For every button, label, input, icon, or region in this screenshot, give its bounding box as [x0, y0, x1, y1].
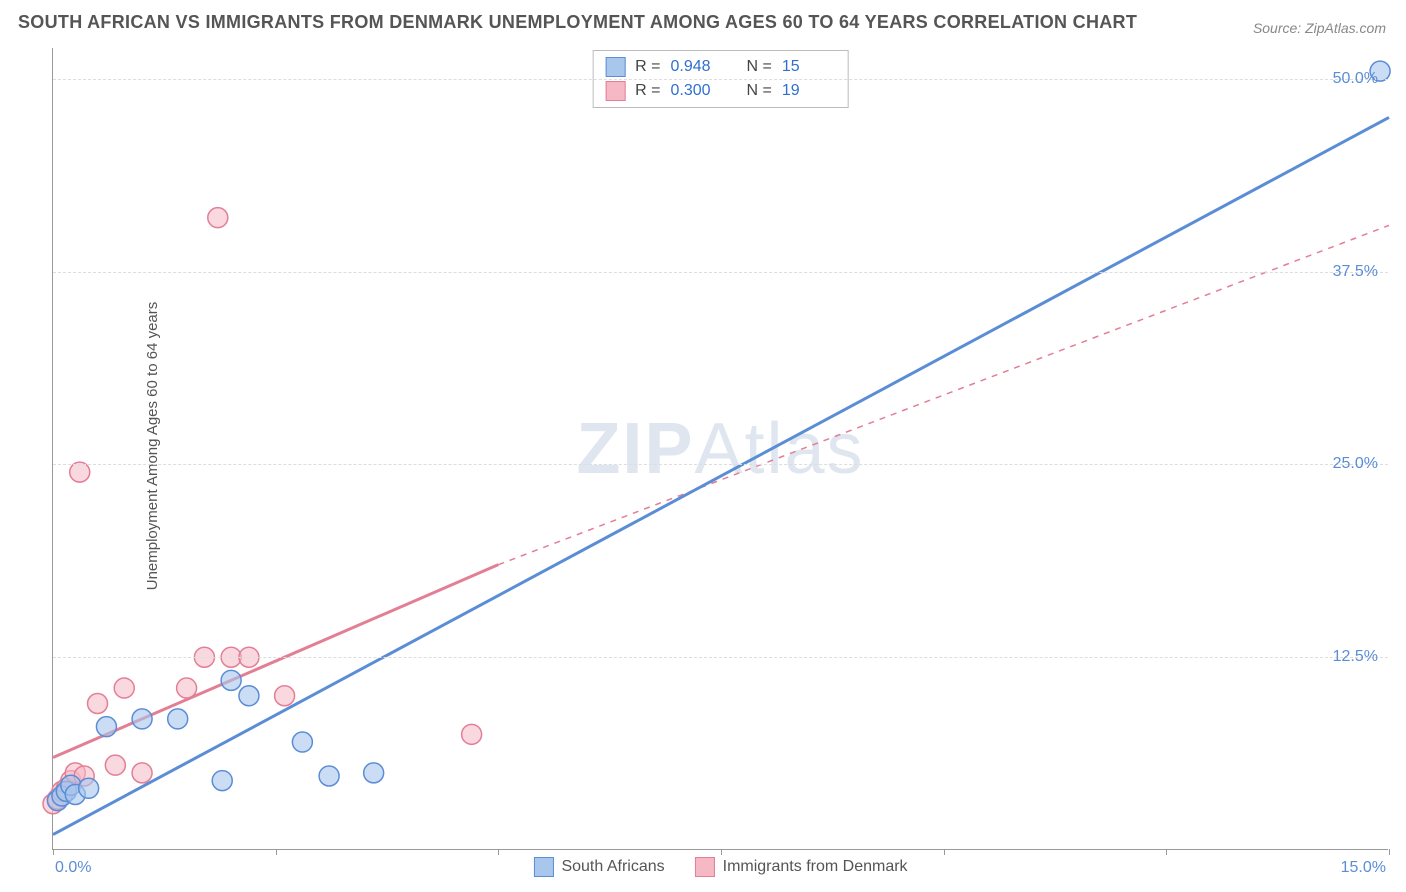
data-point	[177, 678, 197, 698]
plot-svg	[53, 48, 1388, 849]
data-point	[114, 678, 134, 698]
trend-line-dashed	[498, 225, 1389, 564]
legend-item: Immigrants from Denmark	[695, 857, 908, 877]
data-point	[88, 693, 108, 713]
x-tick	[498, 849, 499, 855]
legend-swatch	[695, 857, 715, 877]
x-tick	[721, 849, 722, 855]
data-point	[364, 763, 384, 783]
trend-line	[53, 565, 498, 758]
data-point	[132, 763, 152, 783]
x-tick-label: 0.0%	[55, 859, 91, 877]
data-point	[96, 717, 116, 737]
gridline	[53, 464, 1388, 465]
data-point	[462, 724, 482, 744]
gridline	[53, 272, 1388, 273]
x-tick	[53, 849, 54, 855]
y-tick-label: 25.0%	[1333, 455, 1378, 473]
x-tick-label: 15.0%	[1341, 859, 1386, 877]
y-tick-label: 37.5%	[1333, 263, 1378, 281]
data-point	[79, 778, 99, 798]
gridline	[53, 79, 1388, 80]
y-tick-label: 12.5%	[1333, 648, 1378, 666]
chart-title: SOUTH AFRICAN VS IMMIGRANTS FROM DENMARK…	[18, 12, 1137, 33]
data-point	[292, 732, 312, 752]
plot-area: ZIPAtlas R =0.948N =15R =0.300N =19 Sout…	[52, 48, 1388, 850]
legend-label: Immigrants from Denmark	[723, 858, 908, 876]
y-tick-label: 50.0%	[1333, 70, 1378, 88]
legend-item: South Africans	[533, 857, 664, 877]
gridline	[53, 657, 1388, 658]
data-point	[221, 670, 241, 690]
data-point	[208, 208, 228, 228]
x-tick	[944, 849, 945, 855]
legend-swatch	[533, 857, 553, 877]
data-point	[168, 709, 188, 729]
data-point	[132, 709, 152, 729]
x-tick	[1389, 849, 1390, 855]
x-tick	[1166, 849, 1167, 855]
x-tick	[276, 849, 277, 855]
data-point	[275, 686, 295, 706]
data-point	[105, 755, 125, 775]
bottom-legend: South Africans Immigrants from Denmark	[533, 857, 907, 877]
legend-label: South Africans	[561, 858, 664, 876]
data-point	[212, 771, 232, 791]
data-point	[239, 686, 259, 706]
trend-line	[53, 117, 1389, 834]
data-point	[319, 766, 339, 786]
source-label: Source: ZipAtlas.com	[1253, 20, 1386, 36]
